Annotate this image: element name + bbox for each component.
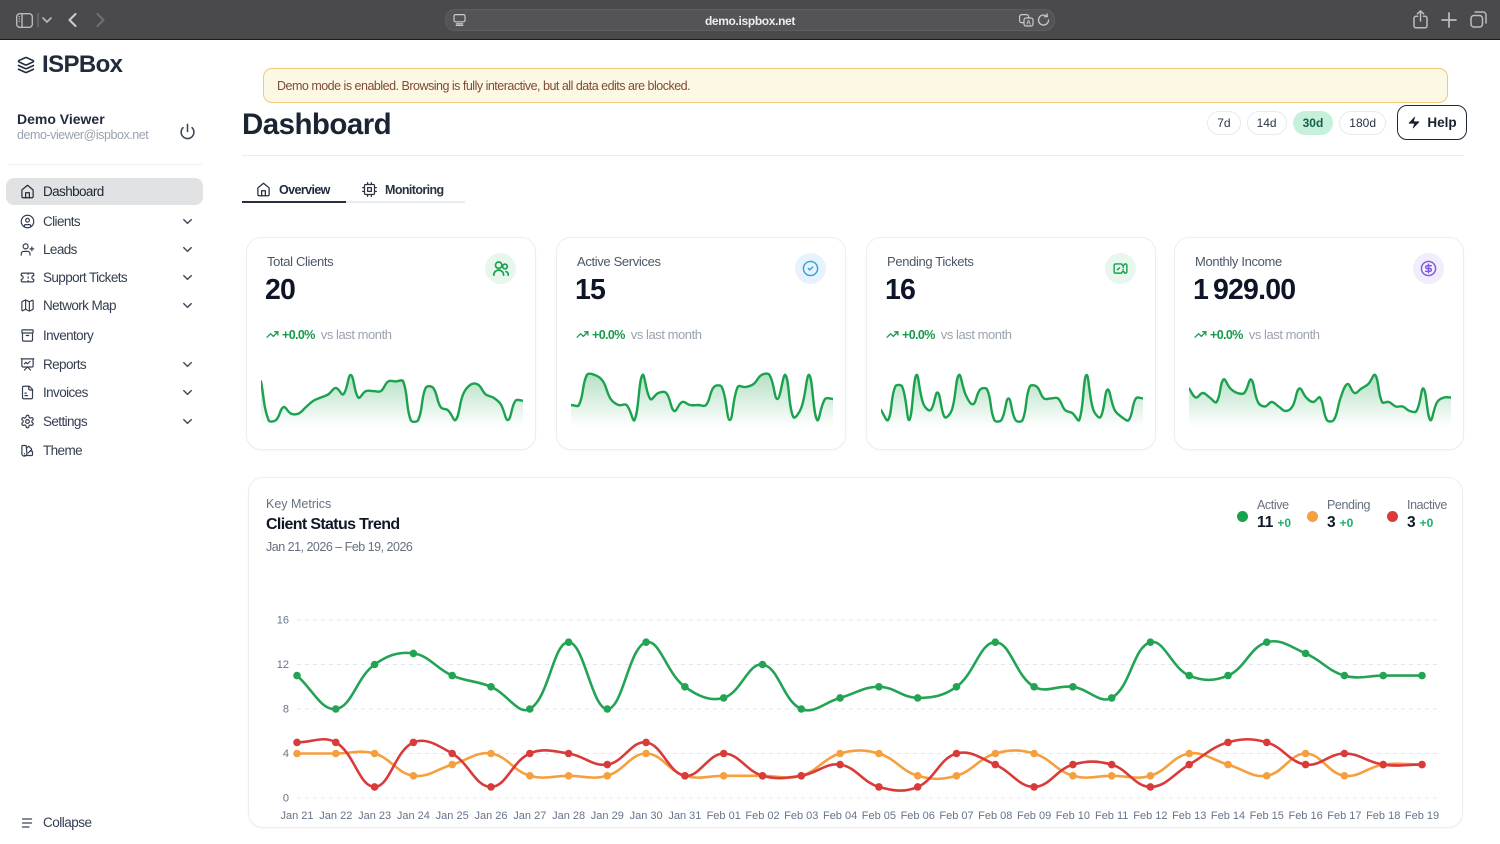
svg-text:16: 16	[277, 615, 289, 627]
svg-text:Jan 21: Jan 21	[280, 810, 313, 822]
svg-text:12: 12	[277, 659, 289, 671]
svg-text:Jan 22: Jan 22	[319, 810, 352, 822]
svg-text:Jan 31: Jan 31	[668, 810, 701, 822]
svg-text:Feb 13: Feb 13	[1172, 810, 1206, 822]
svg-text:Feb 19: Feb 19	[1405, 810, 1439, 822]
svg-text:Feb 11: Feb 11	[1095, 810, 1128, 822]
svg-text:Feb 05: Feb 05	[862, 810, 896, 822]
svg-text:Feb 08: Feb 08	[978, 810, 1012, 822]
svg-text:Feb 15: Feb 15	[1250, 810, 1284, 822]
svg-text:A: A	[1026, 19, 1031, 26]
svg-text:Feb 17: Feb 17	[1327, 810, 1361, 822]
svg-text:Feb 09: Feb 09	[1017, 810, 1051, 822]
svg-text:Jan 27: Jan 27	[513, 810, 546, 822]
svg-text:Feb 14: Feb 14	[1211, 810, 1245, 822]
svg-text:Feb 07: Feb 07	[939, 810, 973, 822]
svg-text:Jan 26: Jan 26	[474, 810, 507, 822]
svg-text:Jan 25: Jan 25	[436, 810, 469, 822]
svg-text:Jan 28: Jan 28	[552, 810, 585, 822]
svg-text:Feb 10: Feb 10	[1056, 810, 1090, 822]
svg-text:Feb 16: Feb 16	[1288, 810, 1322, 822]
svg-text:Feb 12: Feb 12	[1133, 810, 1167, 822]
svg-text:Jan 23: Jan 23	[358, 810, 391, 822]
svg-text:Jan 30: Jan 30	[630, 810, 663, 822]
svg-text:4: 4	[283, 748, 289, 760]
svg-text:8: 8	[283, 704, 289, 716]
svg-text:Feb 04: Feb 04	[823, 810, 857, 822]
svg-text:Jan 29: Jan 29	[591, 810, 624, 822]
svg-text:Feb 03: Feb 03	[784, 810, 818, 822]
svg-text:Jan 24: Jan 24	[397, 810, 430, 822]
svg-text:0: 0	[283, 793, 289, 805]
svg-text:Feb 02: Feb 02	[745, 810, 779, 822]
svg-text:Feb 06: Feb 06	[901, 810, 935, 822]
svg-text:Feb 18: Feb 18	[1366, 810, 1400, 822]
svg-text:Feb 01: Feb 01	[707, 810, 741, 822]
